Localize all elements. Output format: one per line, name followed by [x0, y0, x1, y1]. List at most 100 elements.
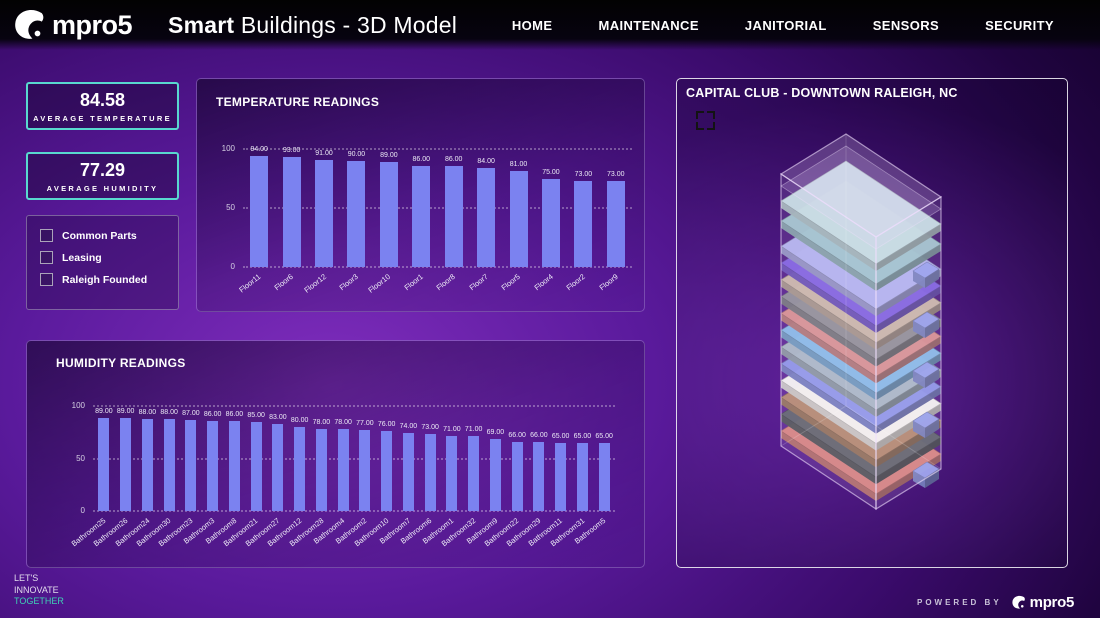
footer-tagline: LET'S INNOVATE TOGETHER	[14, 573, 64, 608]
building-face	[781, 221, 876, 291]
bar-floor5[interactable]	[509, 171, 528, 267]
bar-bathroom11[interactable]	[555, 442, 567, 511]
bar-bathroom27[interactable]	[272, 423, 284, 511]
building-face	[781, 330, 876, 401]
filter-label: Leasing	[62, 251, 102, 264]
bar-value-label: 71.00	[443, 426, 461, 434]
average-humidity-value: 77.29	[79, 159, 126, 180]
bar-floor12[interactable]	[315, 159, 334, 267]
checkbox-leasing[interactable]	[40, 251, 53, 264]
building-face	[925, 269, 939, 288]
building-face	[913, 371, 925, 388]
nav-item-home[interactable]: HOME	[511, 17, 553, 33]
bar-value-label: 66.00	[530, 431, 548, 439]
bar-floor10[interactable]	[379, 161, 398, 267]
bar-category-label: Floor5	[499, 272, 523, 293]
gridline	[93, 405, 615, 407]
building-face	[780, 160, 942, 265]
checkbox-common-parts[interactable]	[40, 229, 53, 242]
filter-item-leasing[interactable]: Leasing	[40, 251, 178, 264]
bar-floor4[interactable]	[541, 178, 560, 267]
top-navigation-bar: mpro5 Smart Buildings - 3D Model HOME MAI…	[0, 0, 1100, 50]
fullscreen-icon[interactable]	[696, 111, 715, 130]
bar-value-label: 69.00	[486, 428, 505, 436]
bar-value-label: 87.00	[182, 409, 200, 417]
bar-value-label: 86.00	[444, 155, 463, 163]
bar-floor8[interactable]	[444, 165, 463, 267]
bar-bathroom2[interactable]	[359, 430, 371, 511]
building-back-edge	[780, 405, 942, 470]
bar-bathroom23[interactable]	[185, 419, 197, 511]
bar-bathroom28[interactable]	[315, 429, 327, 511]
bar-category-label: Floor1	[402, 272, 425, 293]
bar-value-label: 65.00	[551, 432, 570, 440]
building-face	[876, 224, 941, 271]
building-face	[876, 336, 941, 384]
bar-bathroom32[interactable]	[468, 436, 480, 511]
mpro5-logo-text: mpro5	[52, 9, 133, 40]
bar-bathroom1[interactable]	[446, 436, 458, 511]
bar-bathroom26[interactable]	[120, 417, 132, 511]
page-title: Smart Buildings - 3D Model	[168, 12, 457, 39]
bar-floor11[interactable]	[250, 156, 269, 267]
temperature-readings-panel: TEMPERATURE READINGS 0 50 100 94.00 Floor11 9…	[196, 78, 645, 312]
bar-floor2[interactable]	[574, 180, 593, 267]
bar-value-label: 89.00	[380, 151, 398, 159]
bar-bathroom21[interactable]	[250, 421, 262, 511]
navbar: HOME MAINTENANCE JANITORIAL SENSORS SECURITY	[512, 18, 1100, 33]
bar-bathroom10[interactable]	[381, 431, 393, 511]
humidity-chart-title: HUMIDITY READINGS	[56, 356, 186, 370]
bar-bathroom29[interactable]	[533, 441, 545, 511]
checkbox-raleigh-founded[interactable]	[40, 273, 53, 286]
nav-item-sensors[interactable]: SENSORS	[872, 17, 940, 33]
bar-bathroom31[interactable]	[576, 442, 588, 511]
bar-floor7[interactable]	[477, 167, 496, 267]
bar-floor1[interactable]	[412, 165, 431, 267]
bar-bathroom12[interactable]	[294, 427, 306, 511]
building-face	[913, 471, 925, 488]
y-axis-tick: 0	[80, 506, 85, 515]
bar-category-label: Floor9	[597, 272, 620, 293]
bar-value-label: 86.00	[203, 410, 222, 418]
bar-value-label: 94.00	[250, 146, 268, 154]
building-face	[925, 369, 939, 388]
bar-bathroom3[interactable]	[207, 420, 219, 511]
bar-floor9[interactable]	[606, 180, 625, 267]
bar-bathroom6[interactable]	[424, 434, 436, 511]
bar-value-label: 75.00	[542, 168, 560, 176]
bar-value-label: 83.00	[269, 413, 287, 421]
building-3d-model[interactable]	[677, 79, 1069, 567]
bar-bathroom9[interactable]	[489, 438, 501, 511]
bar-floor3[interactable]	[347, 160, 366, 267]
building-face	[876, 437, 941, 485]
bar-bathroom24[interactable]	[141, 418, 153, 511]
y-axis-tick: 100	[221, 144, 235, 153]
bar-bathroom5[interactable]	[598, 442, 610, 511]
filter-item-common-parts[interactable]: Common Parts	[40, 229, 178, 242]
bar-category-label: Floor11	[237, 272, 263, 295]
building-face	[781, 431, 876, 501]
bar-bathroom25[interactable]	[98, 417, 110, 511]
bar-value-label: 90.00	[347, 150, 366, 158]
bar-value-label: 86.00	[225, 410, 244, 418]
filter-label: Raleigh Founded	[62, 273, 148, 286]
bar-floor6[interactable]	[282, 157, 301, 267]
bar-bathroom4[interactable]	[337, 429, 349, 511]
bar-bathroom22[interactable]	[511, 441, 523, 511]
bar-bathroom30[interactable]	[163, 418, 175, 511]
nav-item-maintenance[interactable]: MAINTENANCE	[598, 17, 699, 33]
y-axis-tick: 0	[230, 262, 235, 271]
nav-item-security[interactable]: SECURITY	[985, 17, 1054, 33]
bar-value-label: 77.00	[356, 420, 374, 428]
building-face	[781, 279, 876, 350]
nav-item-janitorial[interactable]: JANITORIAL	[744, 17, 827, 33]
building-face	[876, 244, 941, 291]
bar-bathroom8[interactable]	[228, 420, 240, 511]
building-face	[781, 201, 876, 271]
filter-item-raleigh-founded[interactable]: Raleigh Founded	[40, 273, 178, 286]
bar-value-label: 65.00	[573, 432, 592, 440]
powered-by: POWERED BY mpro5	[917, 594, 1074, 611]
bar-bathroom7[interactable]	[402, 433, 414, 511]
bar-category-label: Floor3	[337, 272, 361, 293]
